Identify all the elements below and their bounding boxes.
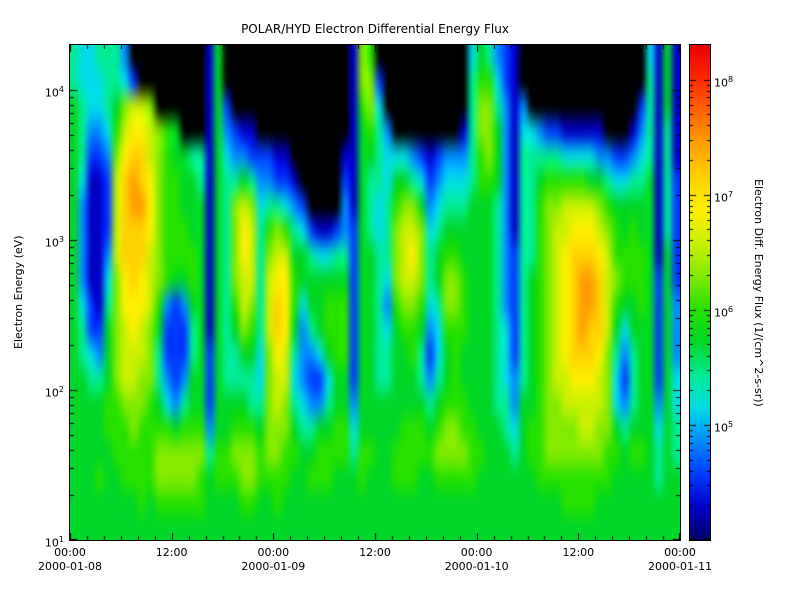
x-date-label: 2000-01-11 — [648, 560, 712, 573]
x-tick-label: 00:00 — [664, 546, 696, 559]
y-axis-label: Electron Energy (eV) — [12, 235, 25, 350]
x-date-label: 2000-01-10 — [444, 560, 509, 573]
colorbar-tick-label: 107 — [714, 189, 734, 205]
x-tick-label: 00:00 — [54, 546, 86, 559]
heatmap-canvas — [69, 44, 681, 541]
x-tick-label: 00:00 — [460, 546, 493, 559]
y-tick-label: 102 — [44, 385, 64, 400]
colorbar-canvas — [689, 44, 711, 541]
x-tick-label: 12:00 — [359, 546, 391, 559]
x-tick-label: 12:00 — [562, 546, 595, 559]
x-tick-label: 12:00 — [155, 546, 188, 559]
colorbar-tick-label: 105 — [714, 419, 734, 435]
x-date-label: 2000-01-08 — [38, 560, 102, 573]
y-tick-label: 101 — [44, 535, 64, 550]
colorbar-tick-label: 108 — [714, 74, 734, 90]
y-tick-label: 103 — [44, 235, 64, 250]
x-date-label: 2000-01-09 — [241, 560, 306, 573]
y-tick-label: 104 — [44, 85, 64, 100]
plot-title: POLAR/HYD Electron Differential Energy F… — [241, 22, 509, 36]
x-tick-label: 00:00 — [257, 546, 290, 559]
colorbar-label: Electron Diff. Energy Flux (1/(cm^2-s-sr… — [752, 178, 765, 407]
colorbar-tick-label: 106 — [714, 304, 734, 320]
